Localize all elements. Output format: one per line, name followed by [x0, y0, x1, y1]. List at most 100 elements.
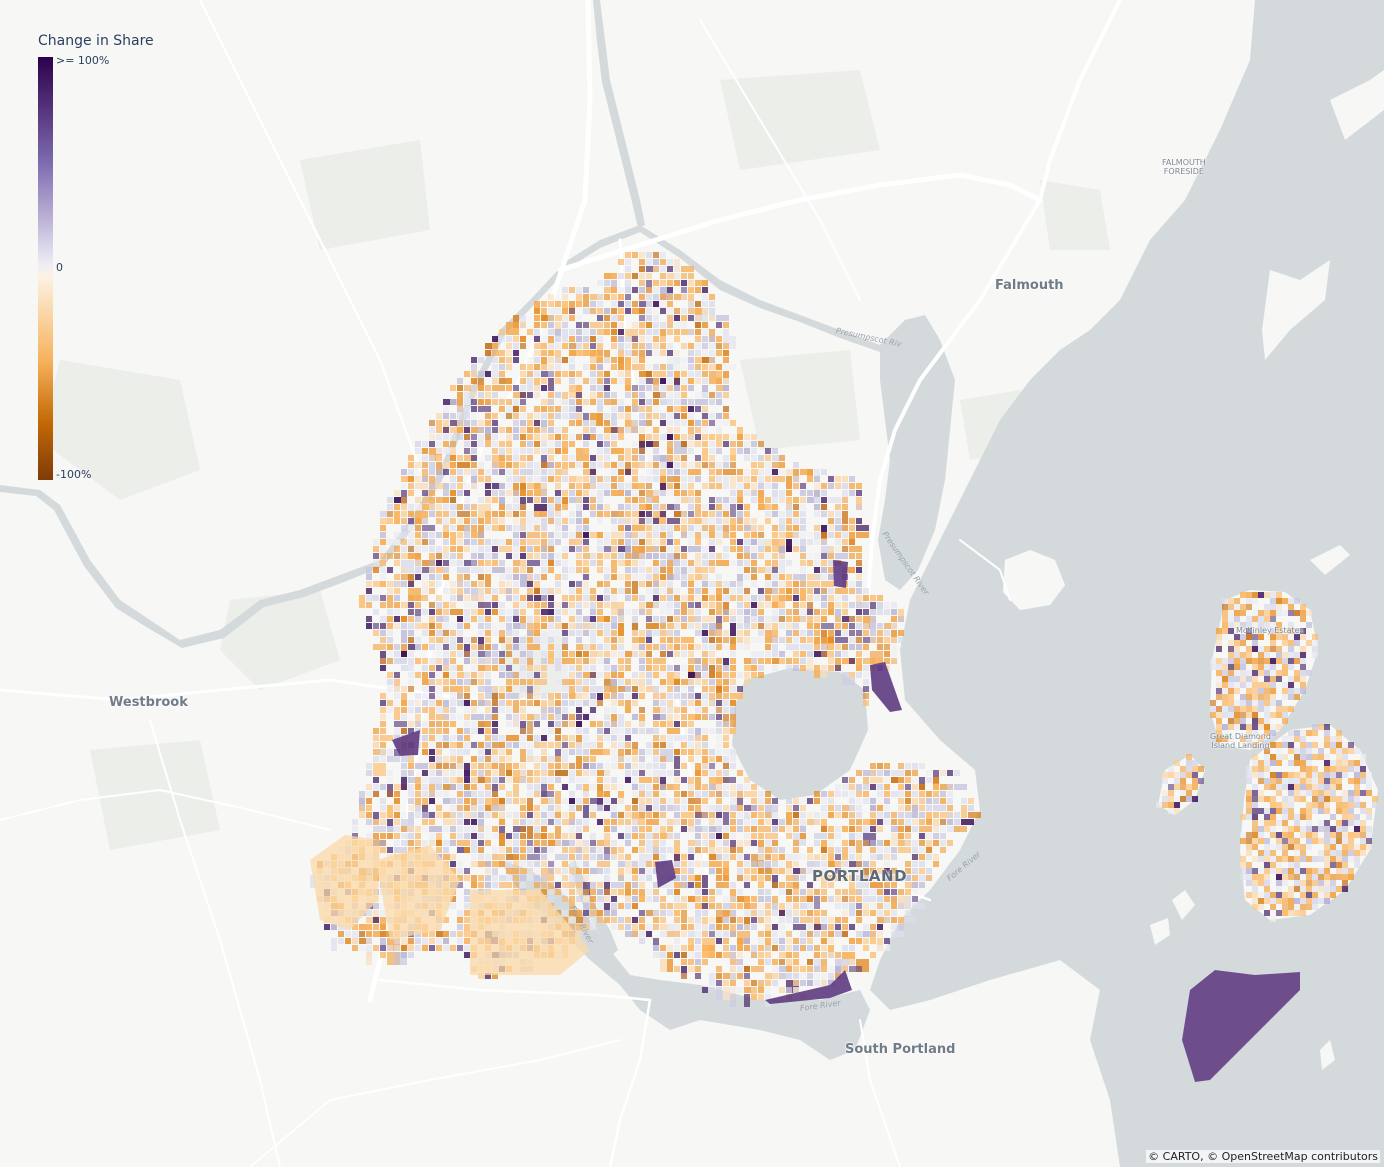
block-group-cell — [492, 483, 505, 489]
block-group-cell — [541, 476, 547, 482]
block-group-cell — [555, 350, 561, 363]
block-group-cell — [492, 686, 498, 692]
block-group-cell — [597, 343, 603, 356]
block-group-cell — [373, 546, 379, 552]
block-group-cell — [660, 329, 666, 342]
block-group-cell — [737, 623, 743, 629]
block-group-cell — [723, 581, 736, 587]
block-group-cell — [331, 938, 337, 951]
block-group-cell — [639, 868, 645, 874]
block-group-cell — [485, 651, 491, 664]
block-group-cell — [520, 644, 526, 650]
block-group-cell — [541, 791, 554, 797]
block-group-cell — [702, 392, 708, 398]
block-group-cell — [688, 868, 694, 874]
block-group-cell — [674, 588, 680, 594]
block-group-cell — [590, 889, 596, 895]
block-group-cell — [401, 630, 407, 643]
block-group-cell — [464, 651, 470, 657]
block-group-cell — [660, 350, 666, 356]
block-group-cell — [821, 924, 827, 930]
block-group-cell — [849, 819, 855, 825]
block-group-cell — [835, 805, 841, 811]
block-group-cell — [681, 574, 687, 587]
block-group-cell — [576, 693, 589, 699]
block-group-cell — [443, 462, 456, 468]
block-group-cell — [604, 763, 610, 776]
block-group-cell — [520, 420, 526, 426]
block-group-cell — [520, 819, 526, 825]
block-group-cell — [408, 658, 414, 671]
block-group-cell — [667, 728, 680, 734]
block-group-cell — [632, 392, 638, 398]
block-group-cell — [709, 588, 715, 594]
block-group-cell — [366, 623, 372, 629]
block-group-cell — [604, 455, 610, 461]
block-group-cell — [443, 532, 449, 538]
block-group-cell — [646, 259, 652, 265]
block-group-cell — [534, 630, 540, 636]
block-group-cell — [583, 854, 589, 860]
block-group-cell — [723, 770, 729, 776]
block-group-cell — [590, 469, 596, 475]
block-group-cell — [450, 763, 456, 769]
block-group-cell — [520, 490, 526, 496]
block-group-cell — [919, 784, 925, 790]
block-group-cell — [653, 574, 659, 587]
block-group-cell — [681, 812, 694, 818]
block-group-cell — [611, 434, 617, 440]
block-group-cell — [576, 343, 582, 349]
block-group-cell — [450, 581, 456, 587]
block-group-cell — [387, 553, 393, 559]
block-group-cell — [667, 504, 680, 510]
block-group-cell — [590, 602, 596, 615]
block-group-cell — [436, 812, 442, 818]
block-group-cell — [457, 399, 463, 412]
block-group-cell — [884, 623, 897, 629]
block-group-cell — [506, 791, 512, 797]
block-group-cell — [443, 938, 449, 944]
block-group-cell — [807, 889, 813, 902]
block-group-cell — [380, 910, 386, 916]
block-group-cell — [870, 854, 883, 860]
block-group-cell — [688, 343, 694, 349]
block-group-cell — [583, 861, 589, 867]
block-group-cell — [380, 840, 386, 846]
block-group-cell — [716, 525, 729, 531]
block-group-cell — [513, 658, 519, 664]
block-group-cell — [863, 665, 869, 671]
block-group-cell — [912, 868, 918, 874]
block-group-cell — [695, 497, 701, 503]
block-group-cell — [779, 588, 785, 594]
block-group-cell — [821, 602, 827, 608]
block-group-cell — [604, 896, 610, 902]
block-group-cell — [702, 791, 708, 797]
block-group-cell — [590, 420, 596, 426]
block-group-cell — [695, 602, 701, 608]
block-group-cell — [534, 413, 540, 419]
block-group-cell — [730, 784, 736, 790]
block-group-cell — [709, 630, 715, 636]
block-group-cell — [576, 931, 582, 937]
block-group-cell — [422, 791, 428, 797]
block-group-cell — [457, 434, 463, 440]
block-group-cell — [618, 427, 624, 440]
block-group-cell — [681, 749, 687, 755]
block-group-cell — [492, 378, 498, 384]
block-group-cell — [639, 798, 645, 811]
block-group-cell — [653, 917, 659, 923]
block-group-cell — [450, 420, 463, 426]
block-group-cell — [772, 896, 778, 909]
block-group-cell — [471, 469, 477, 482]
block-group-cell — [814, 931, 820, 937]
block-group-cell — [842, 805, 855, 811]
block-group-cell — [723, 350, 729, 356]
block-group-cell — [527, 777, 533, 783]
block-group-cell — [919, 791, 925, 797]
block-group-cell — [366, 917, 379, 923]
block-group-cell — [415, 777, 421, 790]
block-group-cell — [835, 644, 841, 650]
block-group-cell — [674, 385, 680, 391]
block-group-cell — [695, 616, 701, 622]
